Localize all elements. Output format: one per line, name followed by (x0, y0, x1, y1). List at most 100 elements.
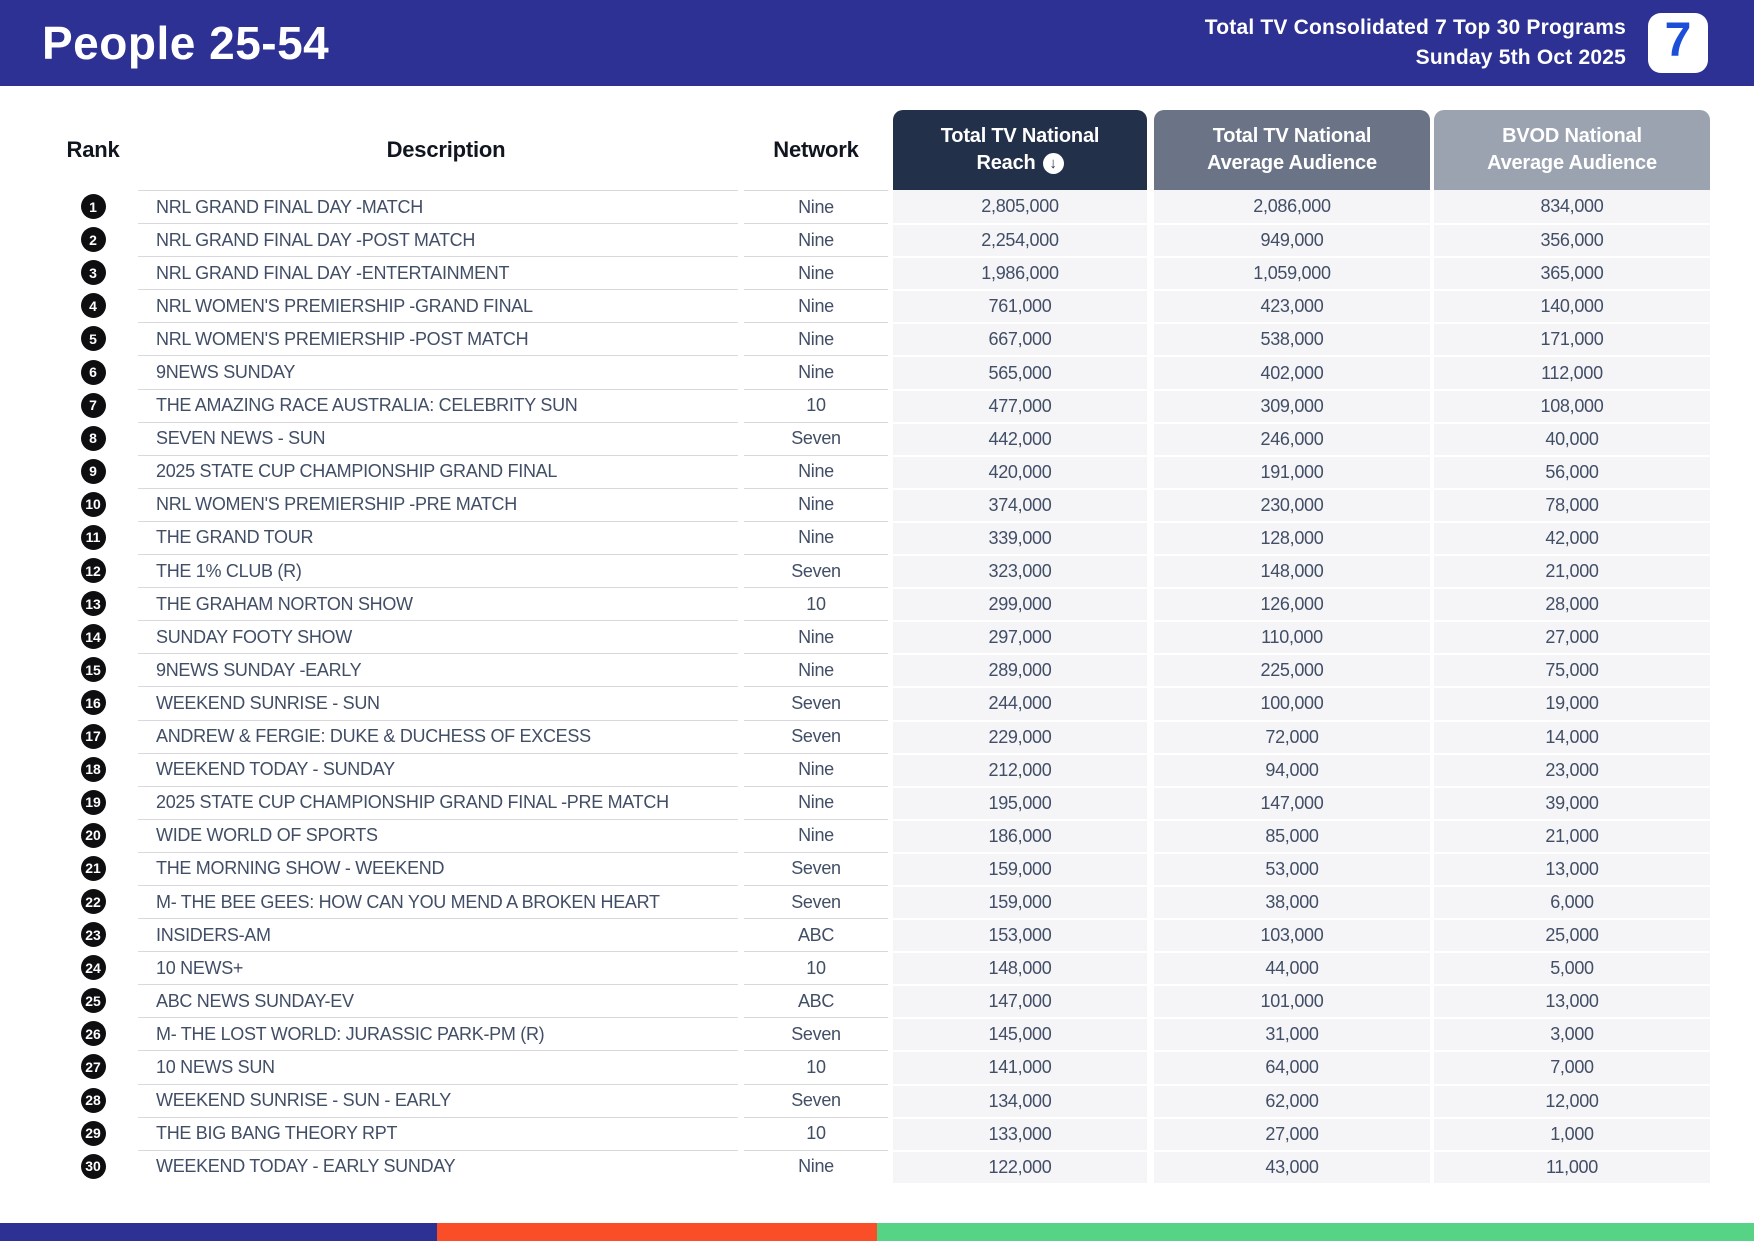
total-tv-average-cell: 100,000 (1154, 686, 1430, 720)
program-description-cell: THE MORNING SHOW - WEEKEND (138, 851, 738, 885)
total-tv-average-cell: 62,000 (1154, 1083, 1430, 1117)
header-banner: People 25-54 Total TV Consolidated 7 Top… (0, 0, 1754, 86)
bvod-average-cell: 834,000 (1434, 190, 1710, 224)
rank-cell: 27 (48, 1050, 138, 1083)
program-description-cell: THE GRAND TOUR (138, 520, 738, 554)
program-description-cell: NRL GRAND FINAL DAY -MATCH (138, 190, 738, 223)
table-row: 2 NRL GRAND FINAL DAY -POST MATCH Nine 2… (0, 223, 1754, 257)
table-row: 26 M- THE LOST WORLD: JURASSIC PARK-PM (… (0, 1017, 1754, 1051)
program-description-cell: 2025 STATE CUP CHAMPIONSHIP GRAND FINAL … (138, 785, 738, 819)
report-subtitle-line2: Sunday 5th Oct 2025 (1415, 46, 1626, 69)
network-cell: ABC (744, 918, 888, 951)
total-tv-average-cell: 309,000 (1154, 388, 1430, 422)
table-row: 18 WEEKEND TODAY - SUNDAY Nine 212,000 9… (0, 752, 1754, 786)
network-cell: Seven (744, 1017, 888, 1050)
table-row: 22 M- THE BEE GEES: HOW CAN YOU MEND A B… (0, 884, 1754, 919)
rank-cell: 28 (48, 1084, 138, 1117)
table-row: 7 THE AMAZING RACE AUSTRALIA: CELEBRITY … (0, 388, 1754, 422)
table-row: 9 2025 STATE CUP CHAMPIONSHIP GRAND FINA… (0, 454, 1754, 488)
network-cell: 10 (744, 388, 888, 422)
rank-cell: 7 (48, 389, 138, 422)
table-row: 6 9NEWS SUNDAY Nine 565,000 402,000 112,… (0, 355, 1754, 389)
total-tv-reach-cell: 145,000 (893, 1017, 1147, 1051)
network-cell: Seven (744, 686, 888, 719)
footer-bar-segment-blue (0, 1223, 437, 1241)
table-row: 12 THE 1% CLUB (R) Seven 323,000 148,000… (0, 554, 1754, 588)
table-row: 14 SUNDAY FOOTY SHOW Nine 297,000 110,00… (0, 620, 1754, 654)
column-header-bvod-average: BVOD National Average Audience (1434, 110, 1710, 190)
rank-cell: 8 (48, 422, 138, 455)
program-description-cell: SEVEN NEWS - SUN (138, 421, 738, 455)
column-header-network: Network (773, 137, 859, 162)
total-tv-average-cell: 147,000 (1154, 785, 1430, 819)
rank-cell: 26 (48, 1017, 138, 1050)
program-description-cell: WIDE WORLD OF SPORTS (138, 818, 738, 852)
bvod-average-cell: 14,000 (1434, 719, 1710, 753)
rank-badge: 7 (80, 392, 106, 418)
total-tv-average-cell: 126,000 (1154, 587, 1430, 621)
network-cell: 10 (744, 951, 888, 984)
total-tv-reach-cell: 244,000 (893, 686, 1147, 720)
total-tv-average-cell: 27,000 (1154, 1116, 1430, 1150)
rank-cell: 5 (48, 322, 138, 355)
rank-badge: 4 (80, 293, 106, 319)
bvod-average-cell: 112,000 (1434, 355, 1710, 389)
rank-cell: 21 (48, 852, 138, 885)
total-tv-reach-cell: 667,000 (893, 322, 1147, 356)
total-tv-reach-cell: 1,986,000 (893, 256, 1147, 290)
total-tv-reach-cell: 133,000 (893, 1116, 1147, 1150)
report-subtitle-line1: Total TV Consolidated 7 Top 30 Programs (1204, 16, 1626, 40)
sort-descending-icon[interactable]: ↓ (1042, 153, 1064, 174)
total-tv-average-cell: 72,000 (1154, 719, 1430, 753)
rank-cell: 10 (48, 488, 138, 521)
rank-cell: 12 (48, 554, 138, 587)
program-description-cell: 9NEWS SUNDAY (138, 355, 738, 388)
total-tv-reach-cell: 420,000 (893, 454, 1147, 488)
program-description-cell: WEEKEND TODAY - EARLY SUNDAY (138, 1149, 738, 1183)
table-body: 1 NRL GRAND FINAL DAY -MATCH Nine 2,805,… (0, 190, 1754, 1183)
bvod-average-cell: 27,000 (1434, 620, 1710, 654)
rank-badge: 25 (80, 988, 106, 1014)
program-description-cell: THE 1% CLUB (R) (138, 554, 738, 587)
table-row: 10 NRL WOMEN'S PREMIERSHIP -PRE MATCH Ni… (0, 487, 1754, 521)
network-cell: Nine (744, 355, 888, 388)
total-tv-reach-cell: 565,000 (893, 355, 1147, 389)
rank-badge: 5 (80, 326, 106, 352)
network-cell: Seven (744, 421, 888, 455)
total-tv-average-cell: 103,000 (1154, 918, 1430, 952)
table-header: Rank Description Network Total TV Nation… (0, 110, 1754, 190)
rank-badge: 22 (80, 889, 106, 915)
table-row: 3 NRL GRAND FINAL DAY -ENTERTAINMENT Nin… (0, 256, 1754, 290)
network-cell: Nine (744, 190, 888, 223)
rank-badge: 3 (80, 260, 106, 286)
table-row: 24 10 NEWS+ 10 148,000 44,000 5,000 (0, 951, 1754, 985)
total-tv-average-cell: 53,000 (1154, 851, 1430, 885)
total-tv-reach-cell: 299,000 (893, 587, 1147, 621)
rank-cell: 1 (48, 190, 138, 223)
total-tv-reach-cell: 289,000 (893, 653, 1147, 687)
bvod-average-cell: 19,000 (1434, 686, 1710, 720)
rank-cell: 20 (48, 819, 138, 852)
bvod-average-cell: 21,000 (1434, 554, 1710, 588)
total-tv-reach-cell: 195,000 (893, 785, 1147, 819)
rank-badge: 2 (80, 227, 106, 253)
rank-cell: 16 (48, 686, 138, 719)
network-cell: Seven (744, 554, 888, 587)
network-cell: 10 (744, 1116, 888, 1150)
program-description-cell: NRL GRAND FINAL DAY -POST MATCH (138, 223, 738, 256)
bvod-average-cell: 25,000 (1434, 918, 1710, 952)
network-cell: Nine (744, 620, 888, 653)
bvod-average-cell: 13,000 (1434, 851, 1710, 885)
table-row: 23 INSIDERS-AM ABC 153,000 103,000 25,00… (0, 918, 1754, 952)
program-description-cell: THE AMAZING RACE AUSTRALIA: CELEBRITY SU… (138, 388, 738, 422)
column-header-description: Description (386, 137, 506, 162)
bvod-average-cell: 365,000 (1434, 256, 1710, 290)
column-header-total-tv-reach[interactable]: Total TV National Reach ↓ (893, 110, 1147, 190)
total-tv-reach-cell: 159,000 (893, 884, 1147, 919)
channel-seven-logo: 7 (1648, 13, 1708, 73)
bvod-average-cell: 108,000 (1434, 388, 1710, 422)
total-tv-average-cell: 94,000 (1154, 752, 1430, 786)
report-subtitle: Total TV Consolidated 7 Top 30 Programs … (1205, 13, 1626, 73)
table-row: 5 NRL WOMEN'S PREMIERSHIP -POST MATCH Ni… (0, 322, 1754, 356)
